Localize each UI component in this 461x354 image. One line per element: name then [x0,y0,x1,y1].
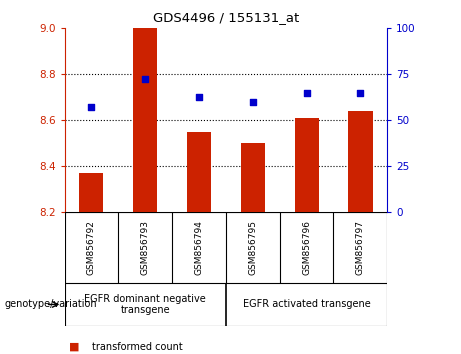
Text: transformed count: transformed count [92,342,183,352]
Text: GSM856792: GSM856792 [87,220,96,275]
Bar [349,111,372,212]
Text: EGFR activated transgene: EGFR activated transgene [242,299,371,309]
Text: ■: ■ [69,342,80,352]
Bar [133,28,157,212]
Text: EGFR dominant negative
transgene: EGFR dominant negative transgene [84,293,206,315]
Point [142,76,149,82]
Point [357,90,364,96]
Text: GSM856794: GSM856794 [195,220,203,275]
Text: GSM856797: GSM856797 [356,220,365,275]
Bar [187,132,211,212]
Point [249,99,256,105]
Bar [79,173,103,212]
Bar [241,143,265,212]
Text: GSM856793: GSM856793 [141,220,150,275]
Title: GDS4496 / 155131_at: GDS4496 / 155131_at [153,11,299,24]
Bar [295,118,319,212]
Text: genotype/variation: genotype/variation [5,299,97,309]
Point [195,95,203,100]
Text: GSM856795: GSM856795 [248,220,257,275]
Point [88,104,95,109]
Point [303,90,310,96]
Text: GSM856796: GSM856796 [302,220,311,275]
